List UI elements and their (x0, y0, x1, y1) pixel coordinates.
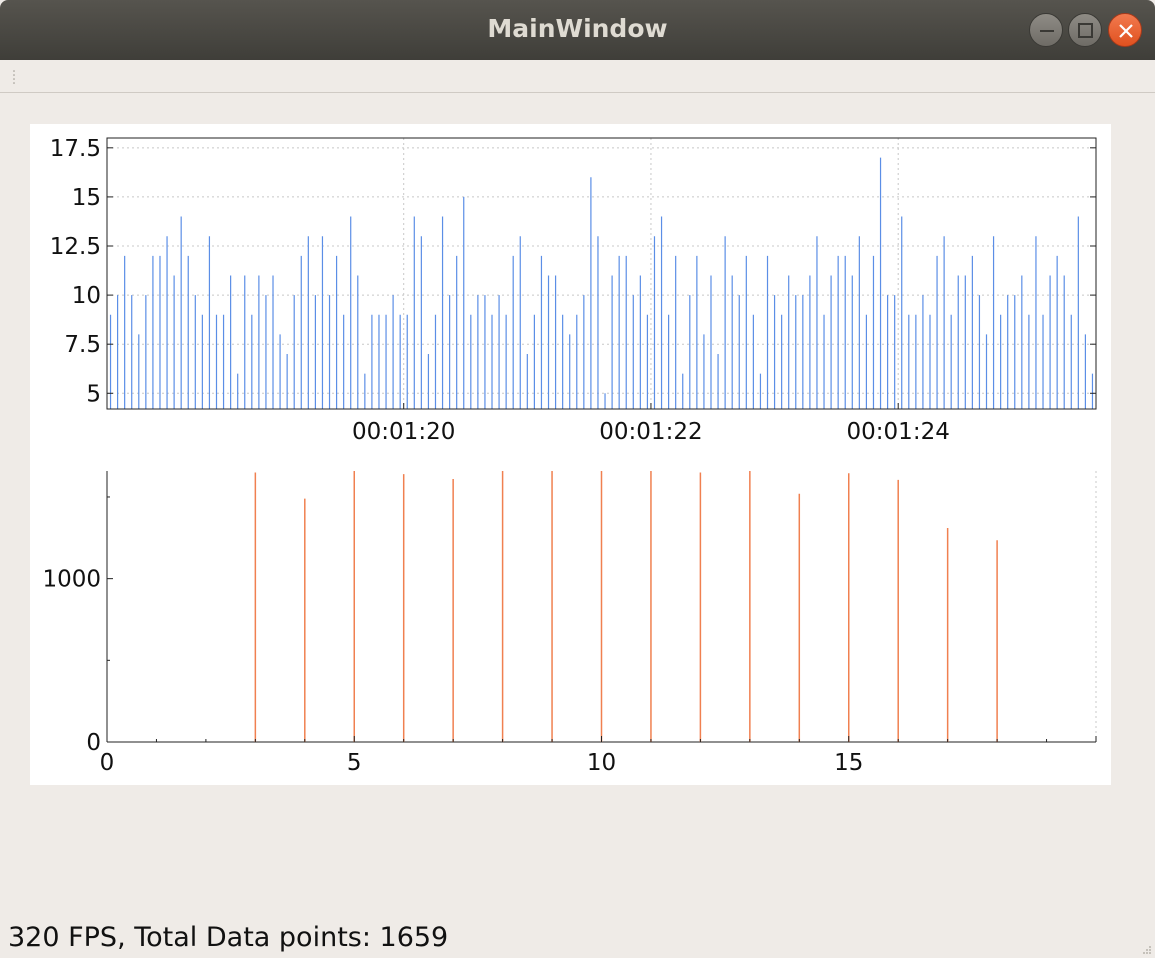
charts-canvas: 17.5 15 12.5 10 7.5 5 00:01:20 00:01:22 00:01:24… (42, 136, 1097, 776)
bottom-y-tick-label: 0 (86, 730, 101, 756)
top-y-tick-label: 7.5 (64, 332, 101, 358)
top-y-tick-label: 10 (72, 283, 101, 309)
bottom-x-tick-label: 5 (347, 750, 362, 776)
plot-panel: 17.5 15 12.5 10 7.5 5 00:01:20 00:01:22 00:01:24… (30, 124, 1111, 785)
bottom-x-tick-label: 0 (100, 750, 115, 776)
top-y-tick-label: 5 (86, 381, 101, 407)
top-chart-frame (106, 137, 1097, 410)
bottom-x-tick-label: 10 (587, 750, 616, 776)
top-x-tick-label: 00:01:24 (847, 419, 950, 445)
bottom-x-tick-label: 15 (834, 750, 863, 776)
minimize-icon (1040, 30, 1054, 32)
title-bar[interactable]: MainWindow (0, 0, 1155, 60)
status-bar-text: 320 FPS, Total Data points: 1659 (8, 922, 449, 953)
top-y-tick-label: 12.5 (50, 234, 101, 260)
maximize-icon (1078, 23, 1093, 38)
close-button[interactable] (1108, 13, 1142, 47)
resize-grip-icon[interactable] (1141, 944, 1153, 956)
toolbar-grip-icon[interactable] (12, 68, 18, 84)
minimize-button[interactable] (1029, 13, 1063, 47)
bottom-y-tick-label: 1000 (42, 567, 101, 593)
top-y-tick-label: 15 (72, 185, 101, 211)
maximize-button[interactable] (1068, 13, 1102, 47)
toolbar (0, 60, 1155, 93)
window-title: MainWindow (487, 14, 668, 43)
top-x-tick-label: 00:01:22 (599, 419, 702, 445)
close-icon (1119, 24, 1133, 38)
top-x-tick-label: 00:01:20 (352, 419, 455, 445)
top-y-tick-label: 17.5 (50, 136, 101, 162)
